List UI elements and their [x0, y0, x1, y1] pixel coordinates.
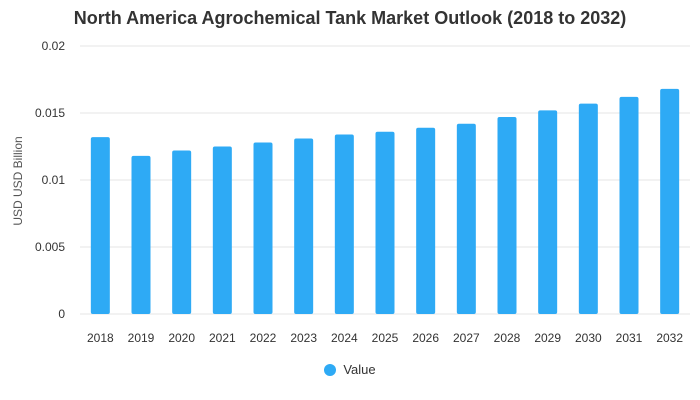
bar-2018[interactable] — [90, 137, 110, 314]
x-tick-label: 2022 — [250, 331, 277, 345]
x-axis-ticks: 2018 2019 2020 2021 2022 2023 2024 2025 2026 2027… — [87, 331, 683, 345]
chart-title: North America Agrochemical Tank Market O… — [73, 8, 627, 28]
bar-2031[interactable] — [619, 96, 639, 314]
bar-2023[interactable] — [294, 138, 314, 314]
bar-2019[interactable] — [131, 155, 151, 314]
bar-2032[interactable] — [660, 88, 680, 314]
x-tick-label: 2026 — [412, 331, 439, 345]
legend-marker — [324, 363, 337, 376]
x-tick-label: 2023 — [290, 331, 317, 345]
x-tick-label: 2028 — [494, 331, 521, 345]
bar-2024[interactable] — [334, 134, 354, 314]
x-tick-label: 2027 — [453, 331, 480, 345]
bars — [90, 88, 680, 315]
x-tick-label: 2032 — [656, 331, 683, 345]
bar-2026[interactable] — [416, 127, 436, 315]
x-tick-label: 2018 — [87, 331, 114, 345]
bar-2022[interactable] — [253, 142, 273, 314]
y-tick-label: 0.015 — [35, 106, 65, 120]
bar-2028[interactable] — [497, 117, 517, 315]
bar-2020[interactable] — [172, 150, 192, 314]
x-tick-label: 2019 — [128, 331, 155, 345]
y-tick-label: 0.005 — [35, 240, 65, 254]
x-tick-label: 2020 — [168, 331, 195, 345]
bar-2025[interactable] — [375, 131, 395, 314]
x-tick-label: 2021 — [209, 331, 236, 345]
bar-2030[interactable] — [578, 103, 598, 315]
bar-2027[interactable] — [456, 123, 476, 314]
bar-2021[interactable] — [212, 146, 232, 315]
x-tick-label: 2030 — [575, 331, 602, 345]
x-tick-label: 2024 — [331, 331, 358, 345]
y-tick-label: 0 — [58, 307, 65, 321]
x-tick-label: 2025 — [372, 331, 399, 345]
legend-label: Value — [343, 362, 376, 377]
y-axis-ticks: 0 0.005 0.01 0.015 0.02 — [35, 39, 65, 321]
legend: Value — [0, 362, 700, 377]
y-tick-label: 0.01 — [42, 173, 66, 187]
y-axis-title: USD USD Billion — [11, 136, 25, 225]
y-tick-label: 0.02 — [42, 39, 66, 53]
x-tick-label: 2031 — [616, 331, 643, 345]
bar-2029[interactable] — [538, 110, 558, 314]
x-tick-label: 2029 — [534, 331, 561, 345]
